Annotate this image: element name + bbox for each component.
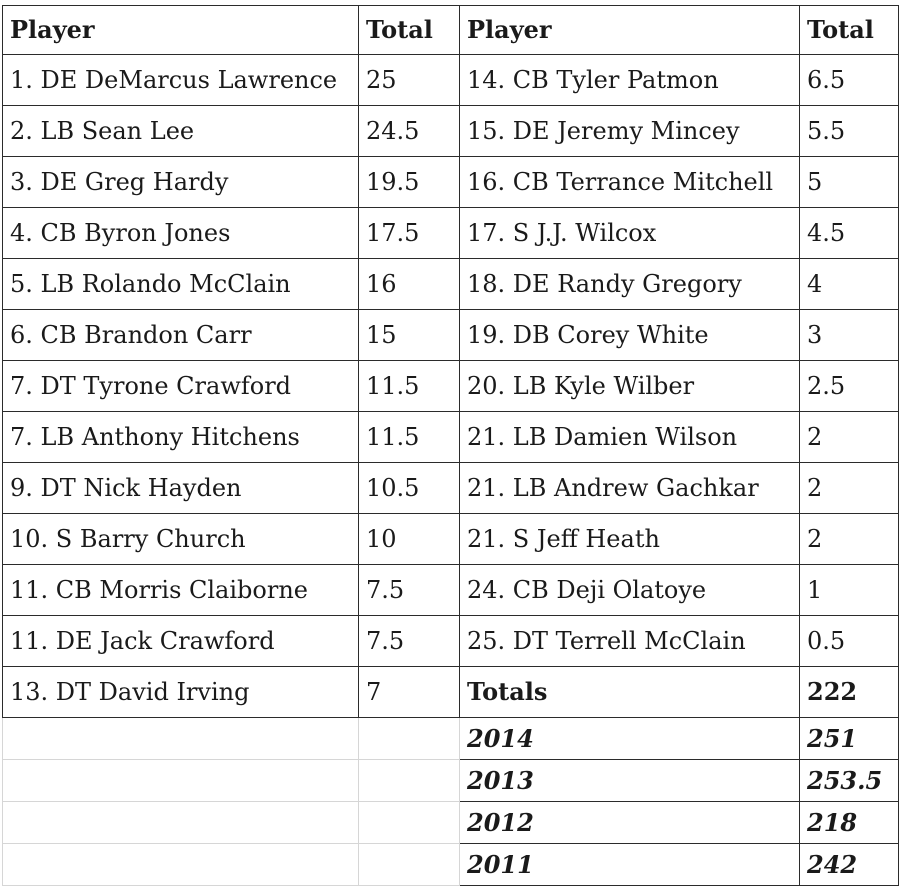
year-label: 2014 bbox=[459, 717, 800, 760]
left-total-cell: 11.5 bbox=[358, 360, 460, 412]
right-total-cell: 5.5 bbox=[799, 105, 899, 157]
left-total-cell: 10 bbox=[358, 513, 460, 565]
right-total-cell: 4 bbox=[799, 258, 899, 310]
left-player-cell: 3. DE Greg Hardy bbox=[2, 156, 359, 208]
left-player-cell: 4. CB Byron Jones bbox=[2, 207, 359, 259]
table-row: 11. DE Jack Crawford 7.5 25. DT Terrell … bbox=[2, 615, 899, 667]
empty-cell bbox=[358, 801, 460, 844]
table-row: 1. DE DeMarcus Lawrence 25 14. CB Tyler … bbox=[2, 54, 899, 106]
left-player-cell: 11. CB Morris Claiborne bbox=[2, 564, 359, 616]
year-total-row: 2013 253.5 bbox=[2, 759, 899, 802]
right-total-cell: 3 bbox=[799, 309, 899, 361]
left-player-cell: 2. LB Sean Lee bbox=[2, 105, 359, 157]
year-total-row: 2014 251 bbox=[2, 717, 899, 760]
header-total-right: Total bbox=[799, 5, 899, 55]
left-player-cell: 13. DT David Irving bbox=[2, 666, 359, 718]
left-player-cell: 7. LB Anthony Hitchens bbox=[2, 411, 359, 463]
year-total-row: 2012 218 bbox=[2, 801, 899, 844]
table-row: 4. CB Byron Jones 17.5 17. S J.J. Wilcox… bbox=[2, 207, 899, 259]
table-row: 3. DE Greg Hardy 19.5 16. CB Terrance Mi… bbox=[2, 156, 899, 208]
right-total-cell: 2 bbox=[799, 411, 899, 463]
right-total-cell: 5 bbox=[799, 156, 899, 208]
right-player-cell: 16. CB Terrance Mitchell bbox=[459, 156, 800, 208]
right-player-cell: 18. DE Randy Gregory bbox=[459, 258, 800, 310]
empty-cell bbox=[358, 717, 460, 760]
left-total-cell: 24.5 bbox=[358, 105, 460, 157]
left-player-cell: 9. DT Nick Hayden bbox=[2, 462, 359, 514]
year-label: 2012 bbox=[459, 801, 800, 844]
left-total-cell: 15 bbox=[358, 309, 460, 361]
left-player-cell: 5. LB Rolando McClain bbox=[2, 258, 359, 310]
year-total: 242 bbox=[799, 843, 899, 886]
table-row: 2. LB Sean Lee 24.5 15. DE Jeremy Mincey… bbox=[2, 105, 899, 157]
right-player-cell: 20. LB Kyle Wilber bbox=[459, 360, 800, 412]
header-player-right: Player bbox=[459, 5, 800, 55]
empty-cell bbox=[2, 759, 359, 802]
table-row: 7. DT Tyrone Crawford 11.5 20. LB Kyle W… bbox=[2, 360, 899, 412]
header-player-left: Player bbox=[2, 5, 359, 55]
left-total-cell: 19.5 bbox=[358, 156, 460, 208]
left-player-cell: 11. DE Jack Crawford bbox=[2, 615, 359, 667]
left-total-cell: 16 bbox=[358, 258, 460, 310]
year-total-row: 2011 242 bbox=[2, 843, 899, 886]
right-total-cell: 2 bbox=[799, 462, 899, 514]
right-player-cell: 17. S J.J. Wilcox bbox=[459, 207, 800, 259]
left-total-cell: 11.5 bbox=[358, 411, 460, 463]
table-row: 13. DT David Irving 7 Totals 222 bbox=[2, 666, 899, 718]
left-total-cell: 7 bbox=[358, 666, 460, 718]
totals-value: 222 bbox=[799, 666, 899, 718]
empty-cell bbox=[2, 843, 359, 886]
right-total-cell: 2 bbox=[799, 513, 899, 565]
table-row: 10. S Barry Church 10 21. S Jeff Heath 2 bbox=[2, 513, 899, 565]
right-total-cell: 0.5 bbox=[799, 615, 899, 667]
right-player-cell: 19. DB Corey White bbox=[459, 309, 800, 361]
right-total-cell: 1 bbox=[799, 564, 899, 616]
table-row: 11. CB Morris Claiborne 7.5 24. CB Deji … bbox=[2, 564, 899, 616]
table-row: 7. LB Anthony Hitchens 11.5 21. LB Damie… bbox=[2, 411, 899, 463]
left-player-cell: 7. DT Tyrone Crawford bbox=[2, 360, 359, 412]
empty-cell bbox=[2, 717, 359, 760]
left-player-cell: 6. CB Brandon Carr bbox=[2, 309, 359, 361]
empty-cell bbox=[2, 801, 359, 844]
year-total: 218 bbox=[799, 801, 899, 844]
empty-cell bbox=[358, 843, 460, 886]
sacks-table: Player Total Player Total 1. DE DeMarcus… bbox=[2, 5, 899, 886]
left-total-cell: 7.5 bbox=[358, 564, 460, 616]
left-total-cell: 17.5 bbox=[358, 207, 460, 259]
right-player-cell: 24. CB Deji Olatoye bbox=[459, 564, 800, 616]
right-total-cell: 2.5 bbox=[799, 360, 899, 412]
right-player-cell: 21. LB Damien Wilson bbox=[459, 411, 800, 463]
left-player-cell: 10. S Barry Church bbox=[2, 513, 359, 565]
table-row: 5. LB Rolando McClain 16 18. DE Randy Gr… bbox=[2, 258, 899, 310]
year-total: 251 bbox=[799, 717, 899, 760]
header-total-left: Total bbox=[358, 5, 460, 55]
year-label: 2013 bbox=[459, 759, 800, 802]
table-row: 6. CB Brandon Carr 15 19. DB Corey White… bbox=[2, 309, 899, 361]
right-player-cell: 21. LB Andrew Gachkar bbox=[459, 462, 800, 514]
right-player-cell: 21. S Jeff Heath bbox=[459, 513, 800, 565]
left-player-cell: 1. DE DeMarcus Lawrence bbox=[2, 54, 359, 106]
year-total: 253.5 bbox=[799, 759, 899, 802]
right-player-cell: 14. CB Tyler Patmon bbox=[459, 54, 800, 106]
right-total-cell: 4.5 bbox=[799, 207, 899, 259]
left-total-cell: 7.5 bbox=[358, 615, 460, 667]
table-row: 9. DT Nick Hayden 10.5 21. LB Andrew Gac… bbox=[2, 462, 899, 514]
right-total-cell: 6.5 bbox=[799, 54, 899, 106]
year-label: 2011 bbox=[459, 843, 800, 886]
header-row: Player Total Player Total bbox=[2, 5, 899, 55]
totals-label: Totals bbox=[459, 666, 800, 718]
empty-cell bbox=[358, 759, 460, 802]
right-player-cell: 15. DE Jeremy Mincey bbox=[459, 105, 800, 157]
right-player-cell: 25. DT Terrell McClain bbox=[459, 615, 800, 667]
left-total-cell: 25 bbox=[358, 54, 460, 106]
left-total-cell: 10.5 bbox=[358, 462, 460, 514]
